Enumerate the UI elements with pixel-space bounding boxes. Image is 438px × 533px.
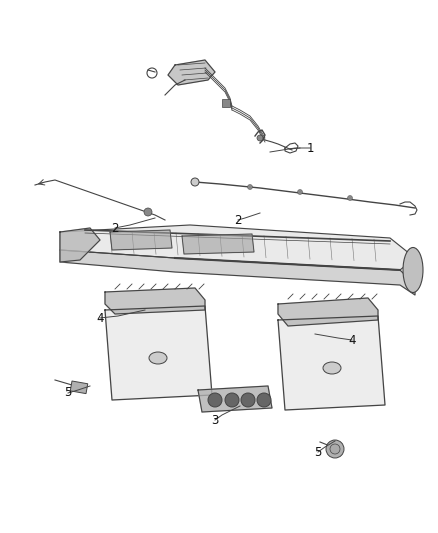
Circle shape	[241, 393, 255, 407]
Text: 4: 4	[96, 311, 104, 325]
Ellipse shape	[323, 362, 341, 374]
Circle shape	[347, 196, 353, 200]
Polygon shape	[278, 298, 378, 326]
Polygon shape	[60, 225, 415, 270]
Circle shape	[297, 190, 303, 195]
Text: 1: 1	[306, 141, 314, 155]
Circle shape	[225, 393, 239, 407]
Polygon shape	[110, 230, 172, 250]
Circle shape	[191, 178, 199, 186]
Circle shape	[326, 440, 344, 458]
Polygon shape	[105, 288, 205, 314]
Circle shape	[208, 393, 222, 407]
Ellipse shape	[403, 247, 423, 293]
Circle shape	[247, 184, 252, 190]
Bar	[222, 99, 230, 107]
Text: 2: 2	[234, 214, 242, 227]
Text: 2: 2	[111, 222, 119, 235]
Ellipse shape	[149, 352, 167, 364]
Text: 5: 5	[64, 386, 72, 400]
Polygon shape	[182, 234, 254, 254]
Bar	[70, 381, 88, 394]
Polygon shape	[168, 60, 215, 85]
Polygon shape	[198, 386, 272, 412]
Polygon shape	[105, 306, 212, 400]
Text: 3: 3	[211, 414, 219, 426]
Polygon shape	[60, 228, 100, 262]
Circle shape	[144, 208, 152, 216]
Text: 5: 5	[314, 446, 321, 458]
Circle shape	[330, 444, 340, 454]
Polygon shape	[278, 316, 385, 410]
Circle shape	[257, 393, 271, 407]
Text: 4: 4	[348, 334, 356, 346]
Polygon shape	[60, 250, 415, 295]
Circle shape	[257, 135, 263, 141]
